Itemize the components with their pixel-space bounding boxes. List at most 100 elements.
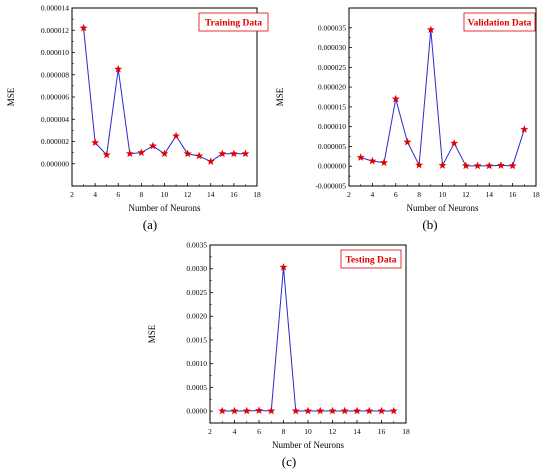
y-tick-label: 0.000004 bbox=[41, 115, 69, 124]
data-point-marker bbox=[218, 406, 227, 415]
data-point-marker bbox=[91, 138, 100, 147]
plot-frame bbox=[348, 7, 537, 187]
y-axis-label: MSE bbox=[147, 324, 157, 343]
legend-label: Training Data bbox=[205, 18, 262, 28]
y-tick-label: 0.000015 bbox=[318, 102, 346, 111]
x-tick-label: 16 bbox=[509, 190, 517, 199]
data-point-marker bbox=[229, 149, 238, 158]
data-point-marker bbox=[303, 406, 313, 415]
y-tick-label: 0.000014 bbox=[41, 4, 69, 13]
data-point-marker bbox=[230, 406, 239, 415]
data-point-marker bbox=[183, 149, 192, 158]
x-tick-label: 10 bbox=[439, 190, 447, 199]
y-tick-label: 0.0000 bbox=[186, 407, 207, 416]
y-tick-label: 0.000012 bbox=[41, 26, 69, 35]
legend-label: Testing Data bbox=[345, 255, 396, 265]
data-point-marker bbox=[352, 406, 362, 415]
y-tick-label: 0.0020 bbox=[186, 312, 207, 321]
x-axis-label: Number of Neurons bbox=[407, 203, 479, 213]
x-tick-label: 14 bbox=[207, 190, 215, 199]
series-line bbox=[222, 267, 394, 412]
chart-panel-c: 0.0000 0.0005 0.0010 0.0015 0.0020 0.0025 0.00… bbox=[147, 241, 410, 470]
panel-caption: (b) bbox=[422, 217, 437, 232]
legend-box bbox=[463, 12, 536, 32]
data-point-marker bbox=[279, 263, 288, 271]
data-point-marker bbox=[426, 25, 435, 34]
data-point-marker bbox=[125, 149, 134, 158]
x-tick-label: 8 bbox=[140, 190, 144, 199]
data-point-marker bbox=[195, 151, 204, 160]
data-point-marker bbox=[102, 150, 111, 159]
y-tick-label: 0.000005 bbox=[318, 142, 346, 151]
x-tick-label: 6 bbox=[394, 190, 398, 199]
x-tick-label: 4 bbox=[233, 427, 237, 436]
y-tick-label: 0.000020 bbox=[318, 83, 346, 92]
data-point-marker bbox=[520, 125, 529, 133]
y-tick-label: 0.0035 bbox=[186, 241, 207, 250]
x-tick-label: 12 bbox=[329, 427, 337, 436]
x-tick-label: 10 bbox=[304, 427, 312, 436]
data-point-marker bbox=[450, 139, 459, 147]
x-tick-label: 12 bbox=[184, 190, 192, 199]
data-point-marker bbox=[160, 149, 169, 158]
y-tick-label: 0.0015 bbox=[186, 335, 207, 344]
x-tick-label: 2 bbox=[70, 190, 74, 199]
y-tick-label: 0.0025 bbox=[186, 288, 207, 297]
data-point-marker bbox=[415, 160, 424, 169]
data-point-marker bbox=[368, 156, 377, 165]
data-point-marker bbox=[291, 406, 300, 415]
data-point-marker bbox=[461, 161, 470, 170]
y-tick-label: 0.000025 bbox=[318, 63, 346, 72]
data-point-marker bbox=[365, 406, 374, 415]
y-tick-label: 0.000010 bbox=[318, 122, 346, 131]
data-point-marker bbox=[172, 131, 181, 140]
data-point-marker bbox=[508, 161, 517, 170]
data-point-marker bbox=[473, 161, 482, 170]
y-tick-label: 0.0030 bbox=[186, 264, 207, 273]
y-axis-label: MSE bbox=[6, 87, 16, 106]
legend-box bbox=[198, 12, 269, 32]
x-tick-label: 14 bbox=[486, 190, 494, 199]
y-tick-label: 0.000002 bbox=[41, 137, 69, 146]
y-tick-label: 0.0005 bbox=[186, 383, 207, 392]
data-point-marker bbox=[254, 406, 264, 414]
data-point-marker bbox=[485, 161, 494, 170]
data-point-marker bbox=[267, 406, 276, 415]
panel-caption: (a) bbox=[143, 217, 157, 232]
y-tick-label: 0.0010 bbox=[186, 359, 207, 368]
data-point-marker bbox=[148, 141, 157, 150]
x-tick-label: 4 bbox=[93, 190, 97, 199]
chart-panel-a: 0.000000 0.000002 0.000004 0.000006 0.000008… bbox=[6, 4, 269, 232]
x-axis-label: Number of Neurons bbox=[272, 440, 344, 450]
data-point-marker bbox=[242, 406, 251, 415]
y-axis-label: MSE bbox=[275, 87, 285, 106]
data-point-marker bbox=[328, 406, 337, 415]
y-tick-label: 0.000030 bbox=[318, 43, 346, 52]
plot-frame bbox=[209, 244, 407, 424]
x-tick-label: 12 bbox=[462, 190, 470, 199]
y-tick-label: 0.000010 bbox=[41, 48, 69, 57]
x-tick-label: 8 bbox=[417, 190, 421, 199]
x-tick-label: 14 bbox=[353, 427, 361, 436]
y-tick-label: 0.000000 bbox=[41, 159, 69, 168]
x-axis-label: Number of Neurons bbox=[129, 203, 201, 213]
data-point-marker bbox=[356, 153, 365, 161]
y-tick-label: 0.000035 bbox=[318, 23, 346, 32]
x-tick-label: 16 bbox=[230, 190, 238, 199]
data-point-marker bbox=[391, 94, 400, 103]
data-point-marker bbox=[403, 137, 412, 146]
data-point-marker bbox=[438, 161, 447, 169]
x-tick-label: 2 bbox=[208, 427, 212, 436]
data-point-marker bbox=[114, 64, 123, 73]
y-tick-label: -0.000005 bbox=[315, 182, 346, 191]
x-tick-label: 2 bbox=[347, 190, 351, 199]
data-point-marker bbox=[340, 406, 349, 415]
data-point-marker bbox=[496, 161, 505, 169]
data-point-marker bbox=[380, 158, 389, 167]
x-tick-label: 6 bbox=[257, 427, 261, 436]
data-point-marker bbox=[241, 149, 250, 158]
data-point-marker bbox=[206, 157, 215, 165]
y-tick-label: 0.000008 bbox=[41, 70, 69, 79]
data-point-marker bbox=[389, 406, 398, 415]
